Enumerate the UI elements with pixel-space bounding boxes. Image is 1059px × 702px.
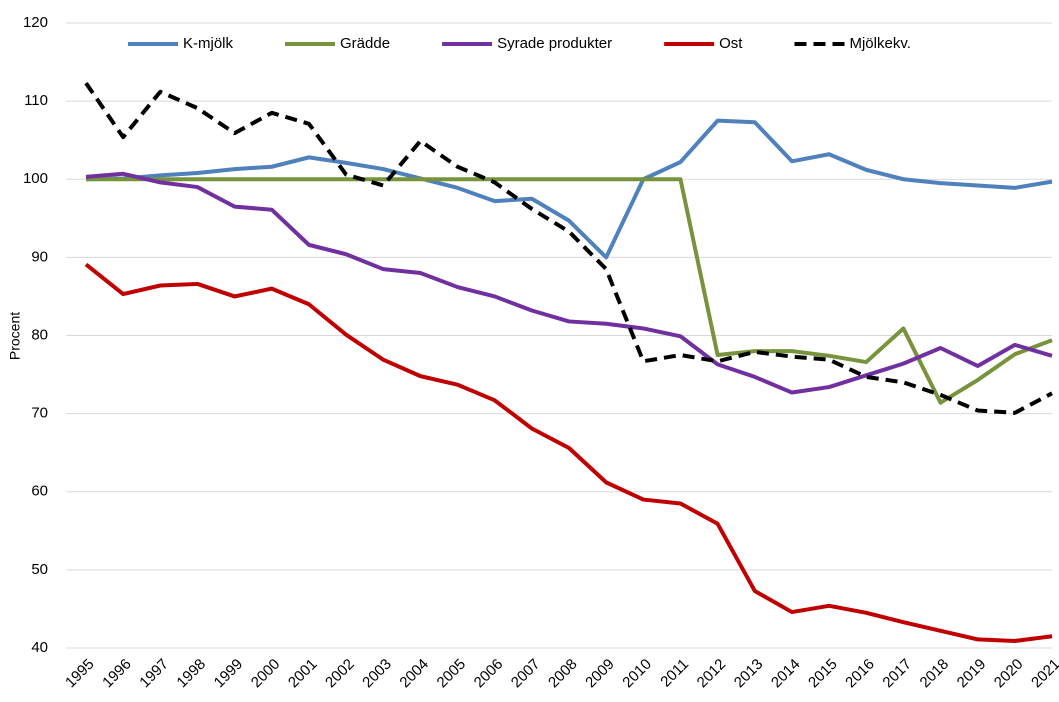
- y-tick-label: 60: [31, 483, 48, 500]
- x-tick-label: 2001: [285, 656, 321, 692]
- x-tick-label: 2004: [396, 656, 432, 692]
- series-line: [86, 177, 1053, 405]
- x-tick-label: 2009: [582, 656, 618, 692]
- x-tick-label: 2017: [879, 656, 915, 692]
- y-tick-label: 40: [31, 639, 48, 656]
- x-tick-label: 2020: [991, 656, 1027, 692]
- x-tick-label: 2014: [768, 656, 804, 692]
- legend-label: Mjölkekv.: [849, 35, 910, 52]
- x-tick-label: 2000: [248, 656, 284, 692]
- x-tick-label: 2006: [471, 656, 507, 692]
- series-line: [85, 171, 1053, 395]
- legend-label: Syrade produkter: [497, 35, 612, 52]
- y-tick-label: 120: [23, 14, 48, 31]
- x-tick-label: 1999: [211, 656, 247, 692]
- x-tick-label: 2008: [545, 656, 581, 692]
- x-tick-label: 2019: [954, 656, 990, 692]
- x-tick-label: 2002: [322, 656, 358, 692]
- y-axis-label: Procent: [7, 312, 23, 360]
- x-tick-label: 2007: [508, 656, 544, 692]
- y-tick-label: 80: [31, 326, 48, 343]
- x-tick-label: 2003: [359, 656, 395, 692]
- x-tick-label: 2012: [694, 656, 730, 692]
- y-tick-label: 70: [31, 405, 48, 422]
- legend-label: Ost: [719, 35, 743, 52]
- x-tick-label: 2021: [1028, 656, 1059, 692]
- series-line: [84, 262, 1053, 643]
- y-tick-label: 90: [31, 248, 48, 265]
- x-tick-label: 2016: [842, 656, 878, 692]
- x-tick-label: 2013: [731, 656, 767, 692]
- legend-label: Grädde: [340, 35, 390, 52]
- x-tick-label: 1996: [99, 656, 135, 692]
- series-line: [84, 82, 1053, 415]
- legend-label: K-mjölk: [183, 35, 234, 52]
- x-tick-label: 2018: [917, 656, 953, 692]
- y-tick-label: 110: [24, 92, 48, 109]
- x-tick-label: 2005: [434, 656, 470, 692]
- x-tick-label: 1995: [62, 656, 98, 692]
- y-tick-label: 50: [31, 561, 48, 578]
- x-tick-label: 2011: [657, 656, 692, 691]
- x-tick-label: 1997: [136, 656, 172, 692]
- y-tick-label: 100: [23, 170, 48, 187]
- x-tick-label: 2010: [619, 656, 655, 692]
- x-tick-label: 1998: [173, 656, 209, 692]
- series-line: [85, 118, 1053, 260]
- x-tick-label: 2015: [805, 656, 841, 692]
